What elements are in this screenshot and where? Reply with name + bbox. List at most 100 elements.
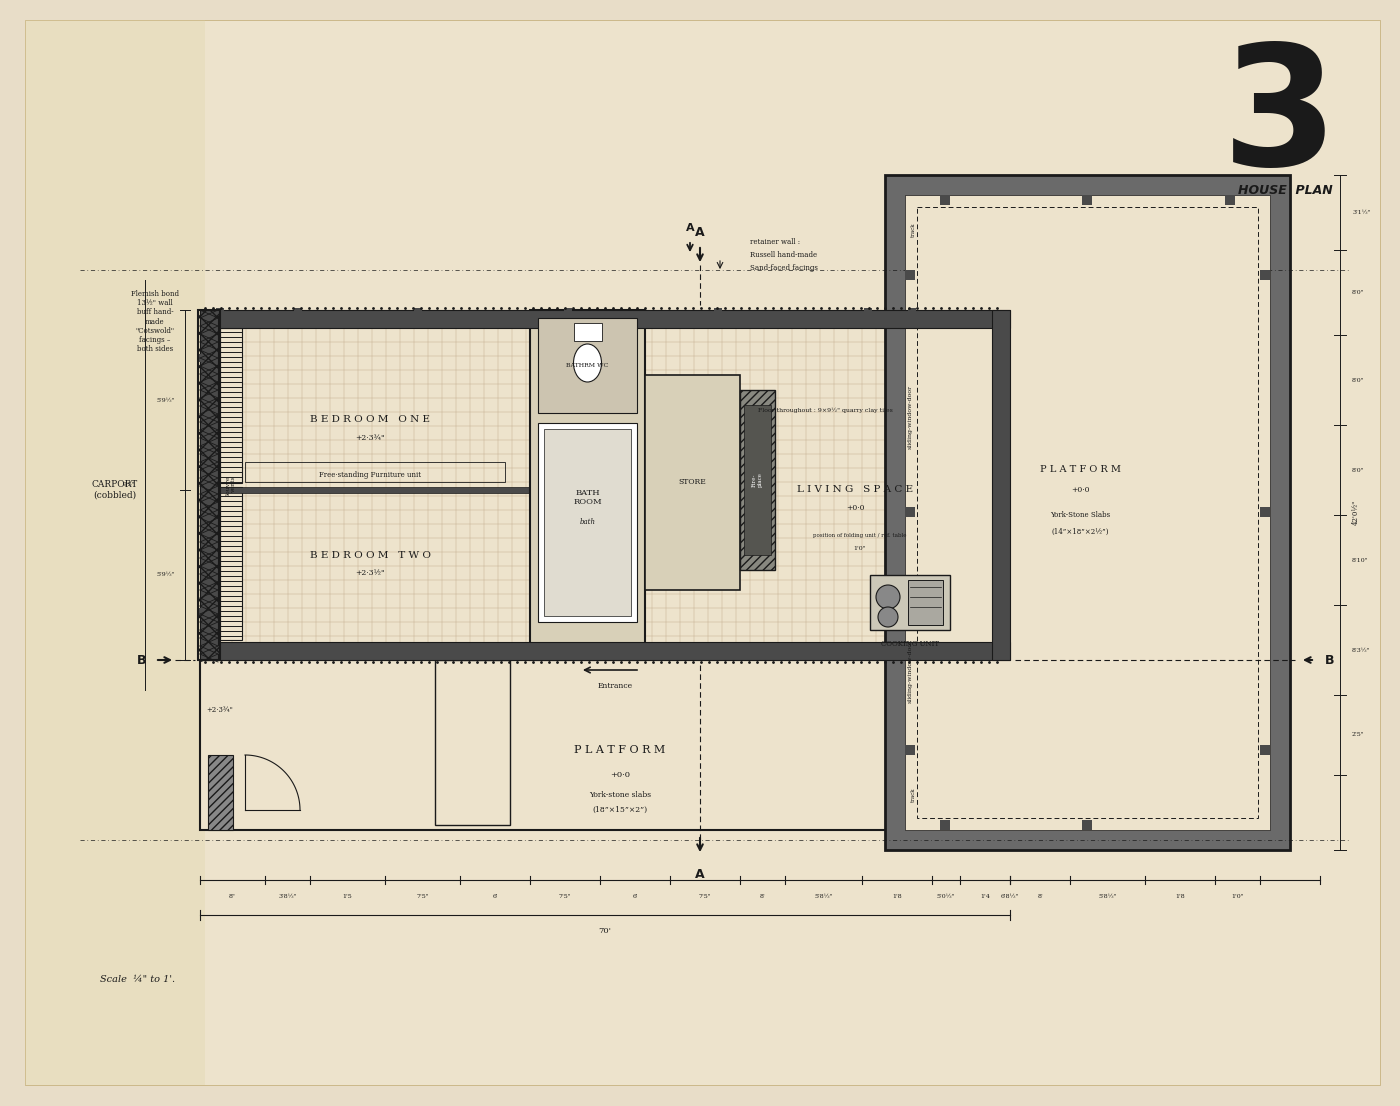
Bar	[1082, 195, 1092, 205]
Bar	[1082, 820, 1092, 830]
Text: bath: bath	[580, 519, 595, 526]
Text: 8'0": 8'0"	[1352, 377, 1365, 383]
Bar	[939, 195, 951, 205]
Text: HOUSE  PLAN: HOUSE PLAN	[1238, 184, 1333, 197]
Text: A: A	[696, 226, 704, 239]
Bar	[545, 429, 631, 616]
Text: Russell hand-made: Russell hand-made	[750, 251, 818, 259]
Text: CARPORT
(cobbled): CARPORT (cobbled)	[92, 480, 139, 500]
Text: A: A	[686, 223, 694, 233]
Text: 6': 6'	[633, 894, 638, 899]
Bar	[743, 405, 771, 555]
Text: Floor throughout : 9×9½" quarry clay tiles: Floor throughout : 9×9½" quarry clay til…	[757, 407, 892, 413]
Text: P L A T F O R M: P L A T F O R M	[1039, 466, 1120, 474]
Bar	[25, 20, 204, 1085]
Text: B: B	[137, 654, 147, 667]
Bar	[1260, 745, 1270, 755]
Bar	[200, 660, 1009, 830]
Bar	[564, 307, 573, 316]
Bar	[917, 207, 1259, 818]
Text: 8': 8'	[760, 894, 766, 899]
Text: Scale  ¼" to 1'.: Scale ¼" to 1'.	[99, 975, 175, 984]
Bar	[218, 487, 531, 493]
Bar	[216, 646, 224, 654]
Text: A: A	[696, 868, 704, 881]
Text: 5'0½": 5'0½"	[937, 894, 955, 899]
Bar	[538, 319, 637, 413]
Text: 1'0": 1'0"	[1231, 894, 1243, 899]
Bar	[414, 646, 421, 654]
Bar	[216, 307, 224, 316]
Bar	[939, 820, 951, 830]
Text: 7'5": 7'5"	[559, 894, 571, 899]
Text: 8': 8'	[1037, 894, 1043, 899]
Text: 5'8½": 5'8½"	[815, 894, 833, 899]
Text: 70': 70'	[599, 927, 612, 935]
Text: B: B	[1326, 654, 1334, 667]
Bar	[813, 646, 822, 654]
Bar	[209, 755, 232, 830]
Text: 5'9½": 5'9½"	[157, 573, 175, 577]
Bar	[869, 575, 951, 630]
Bar	[245, 462, 505, 482]
Bar	[220, 328, 242, 483]
Bar	[538, 422, 637, 622]
Bar	[1225, 195, 1235, 205]
Text: BATH
ROOM: BATH ROOM	[573, 489, 602, 507]
Bar	[909, 646, 916, 654]
Text: 2'5": 2'5"	[1352, 732, 1365, 738]
Text: track: track	[910, 787, 916, 802]
Text: 1'4: 1'4	[980, 894, 990, 899]
Text: retainer wall :: retainer wall :	[750, 238, 801, 246]
Bar	[435, 660, 510, 825]
Bar	[294, 307, 302, 316]
Text: 5'8½": 5'8½"	[1098, 894, 1117, 899]
Bar	[615, 646, 622, 654]
Text: 8'3½": 8'3½"	[1352, 647, 1371, 653]
Bar	[909, 307, 916, 316]
Bar	[885, 175, 1289, 851]
Text: +2·3½": +2·3½"	[356, 568, 385, 577]
Text: Sand-faced facings: Sand-faced facings	[750, 264, 818, 272]
Text: Entrance: Entrance	[598, 682, 633, 690]
Text: Fire-
place: Fire- place	[752, 472, 763, 488]
Bar	[904, 745, 916, 755]
Bar	[200, 310, 218, 660]
Text: B E D R O O M   T W O: B E D R O O M T W O	[309, 551, 431, 560]
Bar	[200, 641, 1009, 660]
Text: P L A T F O R M: P L A T F O R M	[574, 745, 665, 755]
Text: 1'8: 1'8	[892, 894, 902, 899]
Text: sliding-window-door: sliding-window-door	[907, 639, 913, 703]
Text: 3'1½": 3'1½"	[1352, 210, 1371, 215]
Text: +0·0: +0·0	[1071, 486, 1089, 494]
Bar	[197, 608, 206, 616]
Bar	[1260, 270, 1270, 280]
Text: 1'0": 1'0"	[854, 545, 867, 551]
Bar	[909, 580, 944, 625]
Text: +0·0: +0·0	[846, 504, 864, 512]
Text: 8": 8"	[230, 894, 237, 899]
Text: position of folding unit / ref. table: position of folding unit / ref. table	[813, 532, 907, 538]
Bar	[904, 195, 1270, 830]
Text: 5'9½": 5'9½"	[157, 397, 175, 403]
Text: +2·3¾": +2·3¾"	[356, 434, 385, 442]
Circle shape	[878, 607, 897, 627]
Text: 6': 6'	[493, 894, 498, 899]
Text: L I V I N G   S P A C E: L I V I N G S P A C E	[797, 486, 913, 494]
Text: (14”×18”×2½”): (14”×18”×2½”)	[1051, 528, 1109, 536]
Bar	[574, 323, 602, 341]
Bar	[714, 307, 722, 316]
Text: +2·3¾": +2·3¾"	[207, 706, 234, 714]
Text: 7'5": 7'5"	[416, 894, 428, 899]
Bar	[197, 354, 206, 362]
Text: 8'10": 8'10"	[1352, 557, 1369, 563]
Bar	[904, 507, 916, 517]
Bar	[200, 310, 1009, 328]
Text: +0·0: +0·0	[610, 771, 630, 779]
Bar	[864, 307, 872, 316]
Text: 9'5": 9'5"	[122, 482, 134, 488]
Text: 7'5": 7'5"	[699, 894, 711, 899]
Bar	[414, 307, 421, 316]
Bar	[995, 354, 1004, 362]
Bar	[741, 390, 776, 570]
